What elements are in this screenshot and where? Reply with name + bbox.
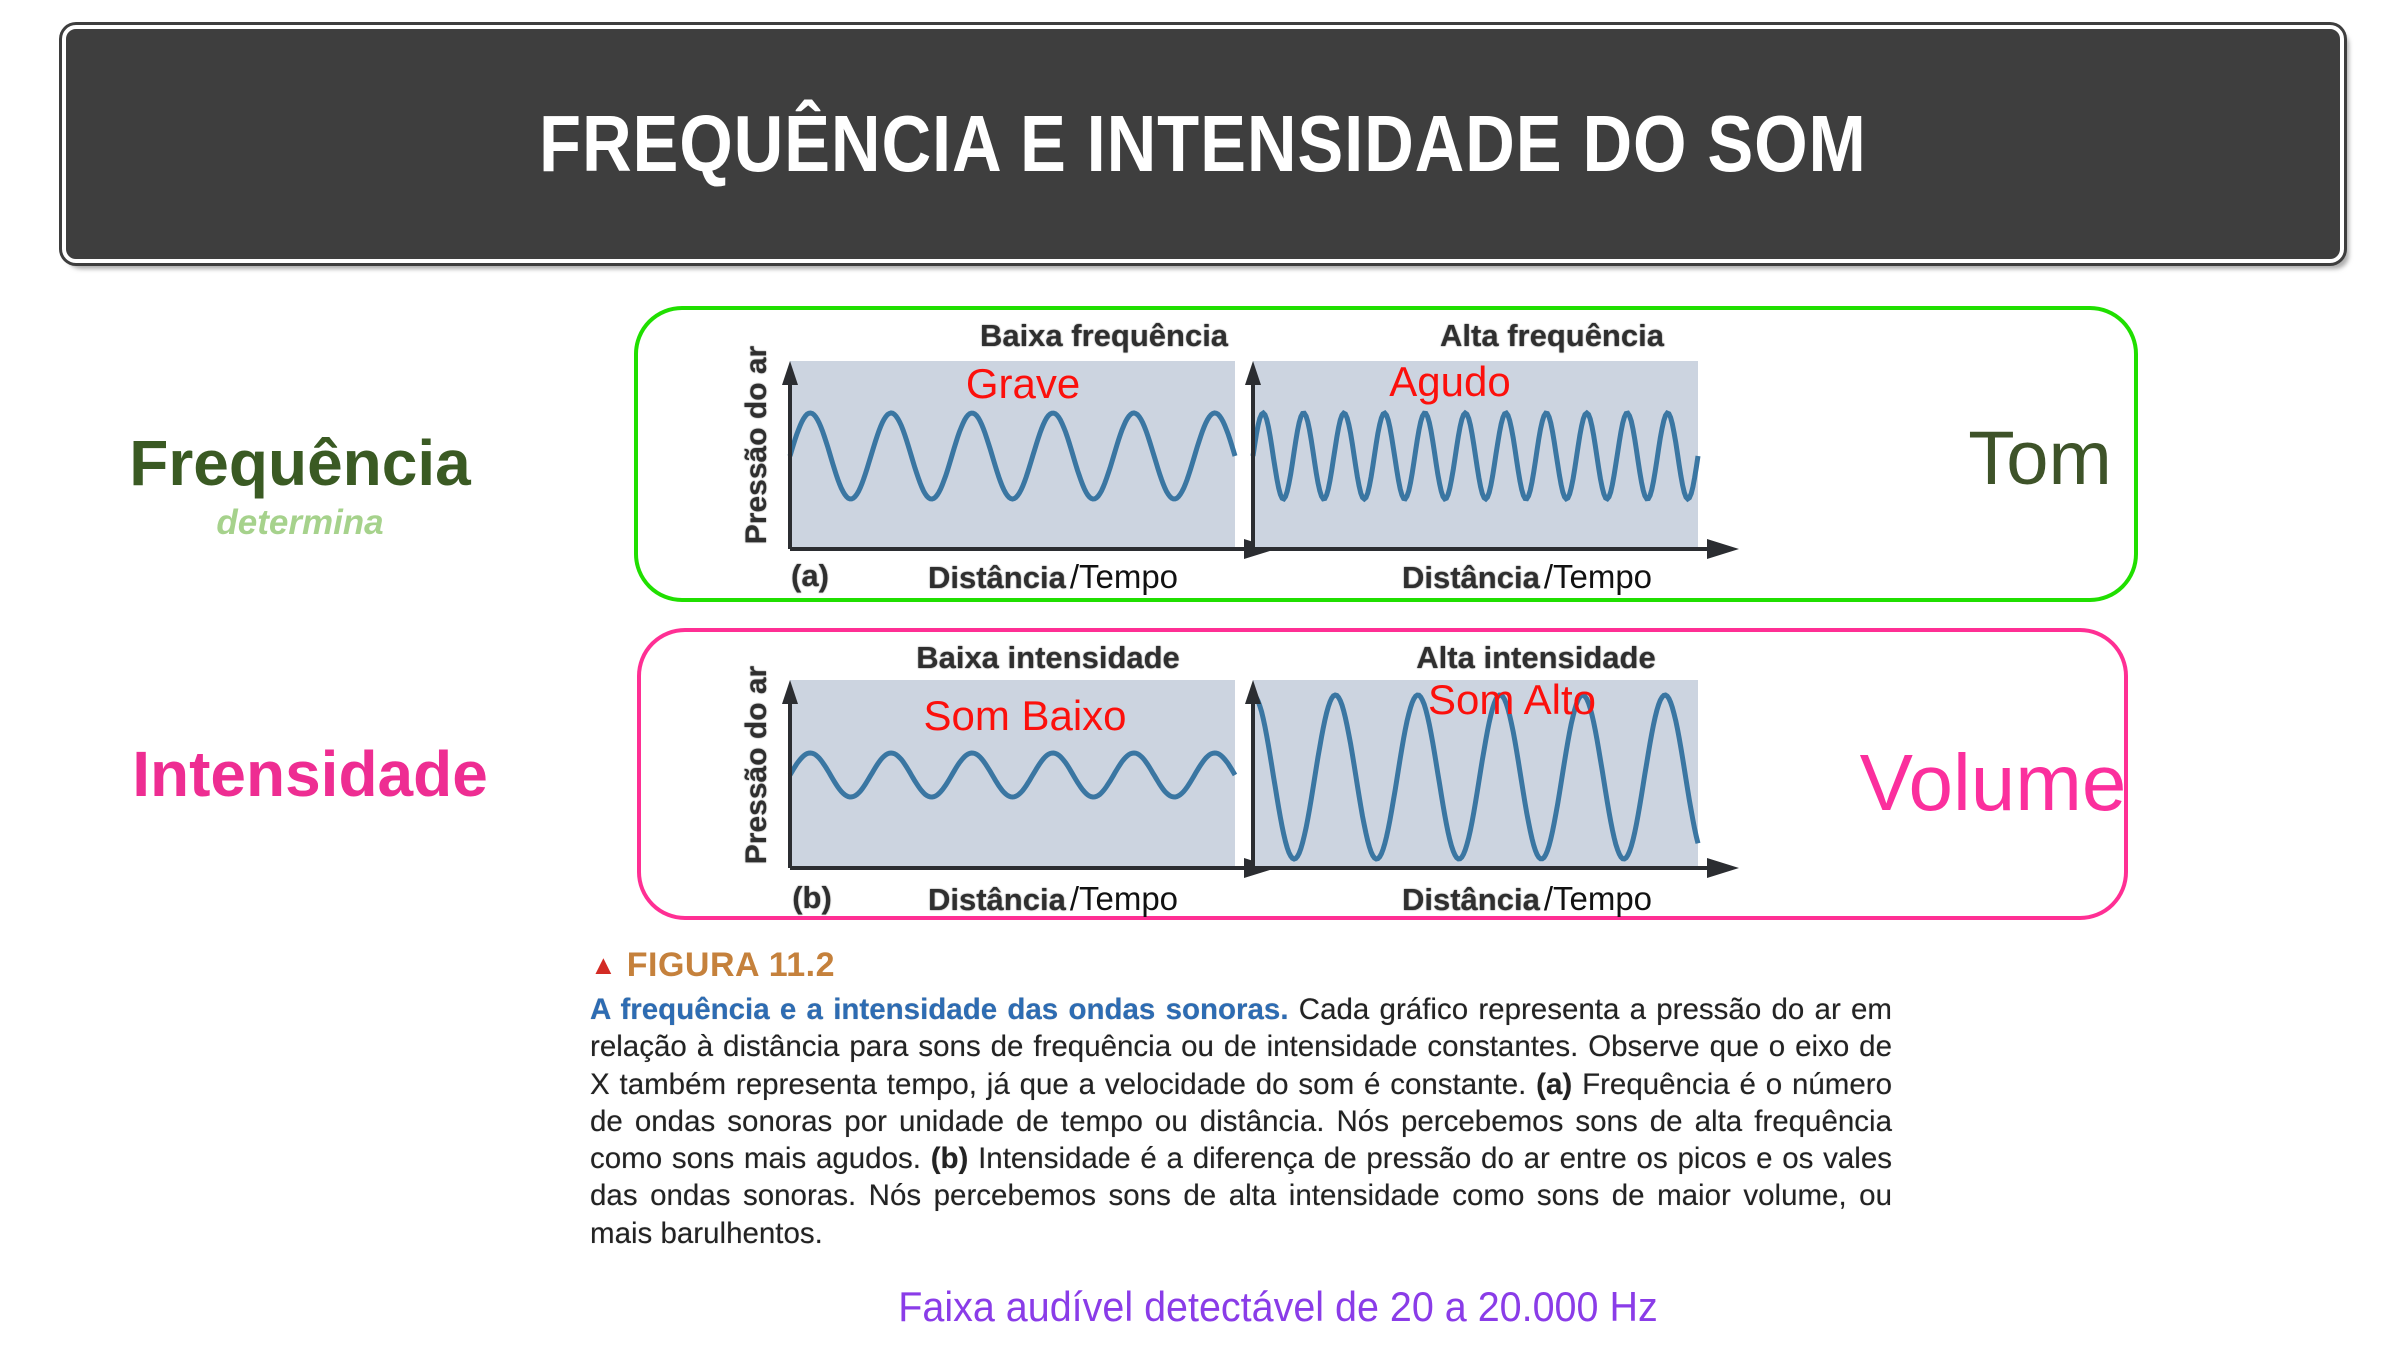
y-axis-arrow-icon [782,680,798,704]
frequency-panel-box [634,306,2138,602]
sine-wave [1252,692,1701,862]
sine-wave [787,410,1238,502]
y-axis-arrow-icon [782,361,798,385]
y-axis-label-a: Pressão do ar [740,345,773,545]
tom-annotation: Tom [1968,416,2112,501]
tempo-text: /Tempo [1069,880,1179,917]
figure-caption-header: ▲ FIGURA 11.2 [590,946,1490,985]
x-axis-arrow-icon [1707,858,1739,878]
tempo-text: /Tempo [1543,558,1653,595]
agudo-label: Agudo [1389,358,1511,405]
volume-annotation: Volume [1859,738,2127,827]
som-alto-label: Som Alto [1427,676,1597,723]
figure-triangle-icon: ▲ [590,950,617,980]
sine-wave [787,750,1238,800]
wave-plot-high-frequency [1245,361,1739,559]
distancia-text: Distância [927,560,1066,595]
distancia-text: Distância [1401,560,1540,595]
figure-number-label: FIGURA 11.2 [626,946,836,984]
distancia-text: Distância [927,882,1066,917]
plot-title-baixa-frequencia: Baixa frequência [979,318,1229,353]
caption-segment: (a) [1536,1067,1573,1101]
x-axis-label-b2: Distância/Tempo [1377,880,1677,918]
panel-a-tag: (a) [791,558,829,593]
caption-segment: Cada gráfico representa a pressão do ar … [590,993,1892,1101]
title-bar: FREQUÊNCIA E INTENSIDADE DO SOM [62,25,2344,263]
distancia-text: Distância [1401,882,1540,917]
caption-segment: A frequência e a intensidade das ondas s… [590,993,1299,1026]
determina-label: determina [216,503,384,543]
plot-area [790,361,1235,549]
panel-b-tag: (b) [792,880,832,915]
plot-area [790,680,1235,868]
page-title: FREQUÊNCIA E INTENSIDADE DO SOM [539,99,1867,188]
som-baixo-label: Som Baixo [923,692,1127,739]
caption-segment: Frequência é o número de ondas sonoras p… [590,1067,1892,1176]
wave-plot-high-intensity [1245,680,1739,878]
y-axis-arrow-icon [1245,361,1261,385]
x-axis-arrow-icon [1707,539,1739,559]
caption-segment: (b) [930,1142,969,1176]
x-axis-label-b1: Distância/Tempo [903,880,1203,918]
grave-label: Grave [965,360,1081,407]
plot-title-alta-frequencia: Alta frequência [1440,318,1664,353]
sine-wave [1250,409,1701,503]
x-axis-label-a1: Distância/Tempo [903,558,1203,596]
intensidade-label: Intensidade [132,738,488,810]
plot-title-baixa-intensidade: Baixa intensidade [916,640,1180,675]
y-axis-arrow-icon [1245,680,1261,704]
frequencia-block: Frequência determina [80,427,520,543]
figure-caption-text: A frequência e a intensidade das ondas s… [590,991,1892,1252]
tempo-text: /Tempo [1069,558,1179,595]
intensity-panel-box [637,628,2128,920]
audible-range-note: Faixa audível detectável de 20 a 20.000 … [898,1283,1658,1330]
caption-segment: Intensidade é a diferença de pressão do … [590,1142,1892,1250]
frequencia-label: Frequência [129,427,471,499]
x-axis-label-a2: Distância/Tempo [1377,558,1677,596]
plot-title-alta-intensidade: Alta intensidade [1416,640,1656,675]
y-axis-label-b: Pressão do ar [740,665,773,865]
wave-plot-low-frequency [782,361,1276,559]
tempo-text: /Tempo [1543,880,1653,917]
